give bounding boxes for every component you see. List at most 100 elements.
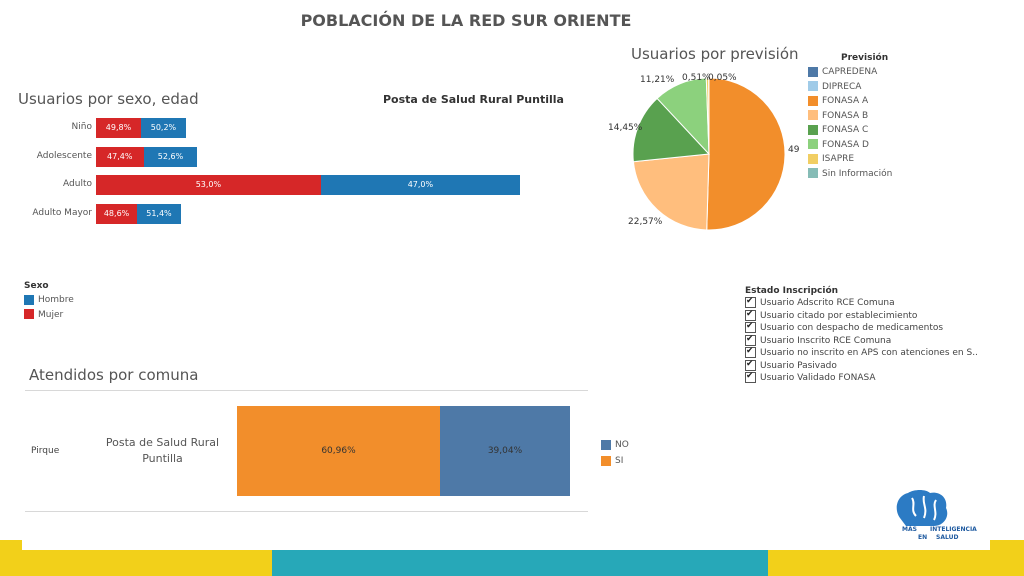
comuna-title: Atendidos por comuna — [29, 366, 199, 384]
footer-band-yellow-right — [768, 550, 1024, 576]
mas-inteligencia-logo: MÁS INTELIGENCIA EN SALUD — [890, 488, 990, 544]
pie-slice-fonasa-c[interactable] — [632, 97, 711, 163]
pie-data-label: 22,57% — [628, 217, 663, 227]
estado-title: Estado Inscripción — [745, 286, 839, 296]
dashboard-title: POBLACIÓN DE LA RED SUR ORIENTE — [300, 11, 632, 30]
pie-slice-fonasa-a[interactable] — [706, 77, 786, 231]
checkbox-checked-icon[interactable] — [745, 345, 756, 358]
bar-hombre[interactable]: 50,2% — [140, 118, 186, 138]
legend-label: NO — [615, 440, 629, 450]
estado-filter-item[interactable]: Usuario Pasivado — [745, 358, 978, 373]
estado-filter-list: Usuario Adscrito RCE Comuna Usuario citad… — [745, 295, 978, 385]
legend-swatch — [808, 95, 818, 106]
comuna-bottom-divider — [25, 511, 588, 512]
category-label: Niño — [71, 122, 92, 132]
prevision-legend: CAPREDENA DIPRECA FONASA A FONASA B FONASA C… — [808, 65, 892, 181]
legend-item-capredena[interactable]: CAPREDENA — [808, 65, 892, 80]
logo-text-en: EN — [918, 534, 928, 541]
legend-swatch — [808, 66, 818, 77]
bar-si[interactable]: 60,96% — [237, 406, 440, 496]
legend-label: FONASA B — [822, 110, 869, 121]
legend-swatch — [808, 139, 818, 149]
comuna-chart: 60,96% 39,04% — [237, 406, 570, 496]
estado-filter-label: Usuario Inscrito RCE Comuna — [760, 335, 892, 346]
logo-text-salud: SALUD — [936, 534, 959, 541]
legend-label: FONASA D — [822, 139, 869, 150]
sexo-edad-chart: Niño 49,8% 50,2% Adolescente 47,4% 52,6% Adult… — [0, 118, 560, 228]
footer-band-yellow-left — [0, 550, 272, 576]
legend-item-dipreca[interactable]: DIPRECA — [808, 80, 892, 95]
legend-swatch — [601, 455, 611, 466]
estado-filter-item[interactable]: Usuario no inscrito en APS con atencione… — [745, 345, 978, 360]
legend-label: Sin Información — [822, 168, 893, 179]
logo-text-inteligencia: INTELIGENCIA — [930, 526, 977, 533]
estado-filter-label: Usuario Adscrito RCE Comuna — [760, 298, 895, 308]
checkbox-checked-icon[interactable] — [745, 358, 756, 371]
sexo-edad-subtitle: Posta de Salud Rural Puntilla — [383, 93, 564, 106]
estado-filter-item[interactable]: Usuario citado por establecimiento — [745, 308, 978, 323]
legend-swatch — [808, 110, 818, 120]
legend-label: SI — [615, 456, 624, 466]
bar-mujer[interactable]: 48,6% — [96, 203, 138, 224]
legend-item-fonasa-d[interactable]: FONASA D — [808, 138, 892, 153]
estado-filter-item[interactable]: Usuario Adscrito RCE Comuna — [745, 295, 978, 310]
brain-icon — [896, 490, 948, 526]
legend-swatch — [24, 294, 34, 305]
legend-swatch — [808, 124, 818, 135]
bar-hombre[interactable]: 47,0% — [320, 175, 520, 195]
category-label: Adulto — [63, 179, 92, 189]
checkbox-checked-icon[interactable] — [745, 370, 756, 383]
comuna-top-divider — [25, 390, 588, 391]
checkbox-checked-icon[interactable] — [745, 333, 756, 346]
estado-filter-item[interactable]: Usuario con despacho de medicamentos — [745, 320, 978, 335]
checkbox-checked-icon[interactable] — [745, 320, 756, 333]
prevision-legend-title: Previsión — [841, 53, 889, 63]
checkbox-checked-icon[interactable] — [745, 295, 756, 308]
pie-slice-fonasa-b[interactable] — [632, 153, 710, 231]
pie-data-label: 0,05% — [708, 73, 737, 83]
comuna-establecimiento: Posta de Salud Rural Puntilla — [105, 436, 220, 465]
bar-mujer[interactable]: 49,8% — [96, 118, 141, 138]
sexo-legend: Hombre Mujer — [24, 293, 74, 322]
legend-item-mujer[interactable]: Mujer — [24, 308, 74, 323]
estado-filter-label: Usuario citado por establecimiento — [760, 310, 918, 321]
estado-filter-label: Usuario Validado FONASA — [760, 373, 876, 383]
estado-filter-item[interactable]: Usuario Inscrito RCE Comuna — [745, 333, 978, 348]
legend-swatch — [601, 439, 611, 450]
bar-hombre[interactable]: 52,6% — [143, 146, 198, 167]
legend-item-sin-información[interactable]: Sin Información — [808, 167, 892, 182]
footer-band-teal — [272, 550, 768, 576]
estado-filter-item[interactable]: Usuario Validado FONASA — [745, 370, 978, 385]
estado-filter-label: Usuario no inscrito en APS con atencione… — [760, 348, 978, 358]
legend-label: FONASA C — [822, 125, 869, 135]
legend-item-no[interactable]: NO — [601, 437, 629, 453]
legend-item-si[interactable]: SI — [601, 453, 629, 469]
bar-mujer[interactable]: 53,0% — [96, 175, 321, 195]
pie-data-label: 0,51% — [682, 73, 711, 83]
bar-no[interactable]: 39,04% — [439, 406, 570, 496]
checkbox-checked-icon[interactable] — [745, 308, 756, 321]
legend-item-hombre[interactable]: Hombre — [24, 293, 74, 308]
prevision-pie-chart: 49,72% 22,57% 14,45% 11,21% 0,51%0,05% — [608, 73, 800, 231]
comuna-row-label: Pirque — [31, 446, 60, 456]
pie-data-label: 49,72% — [788, 145, 800, 155]
comuna-legend: NO SI — [601, 437, 629, 469]
legend-item-isapre[interactable]: ISAPRE — [808, 152, 892, 167]
legend-item-fonasa-b[interactable]: FONASA B — [808, 109, 892, 124]
legend-label: Hombre — [38, 295, 74, 305]
legend-swatch — [808, 153, 818, 164]
prevision-title: Usuarios por previsión — [631, 45, 799, 63]
pie-data-label: 11,21% — [640, 75, 675, 85]
legend-swatch — [24, 309, 34, 319]
legend-item-fonasa-a[interactable]: FONASA A — [808, 94, 892, 109]
legend-label: DIPRECA — [822, 81, 862, 92]
bar-mujer[interactable]: 47,4% — [96, 146, 144, 167]
sexo-edad-title: Usuarios por sexo, edad — [18, 90, 199, 108]
pie-data-label: 14,45% — [608, 123, 643, 133]
sexo-legend-title: Sexo — [24, 281, 49, 291]
logo-text-mas: MÁS — [902, 526, 917, 533]
legend-item-fonasa-c[interactable]: FONASA C — [808, 123, 892, 138]
estado-filter-label: Usuario Pasivado — [760, 360, 837, 371]
legend-label: Mujer — [38, 309, 64, 320]
bar-hombre[interactable]: 51,4% — [137, 203, 181, 224]
